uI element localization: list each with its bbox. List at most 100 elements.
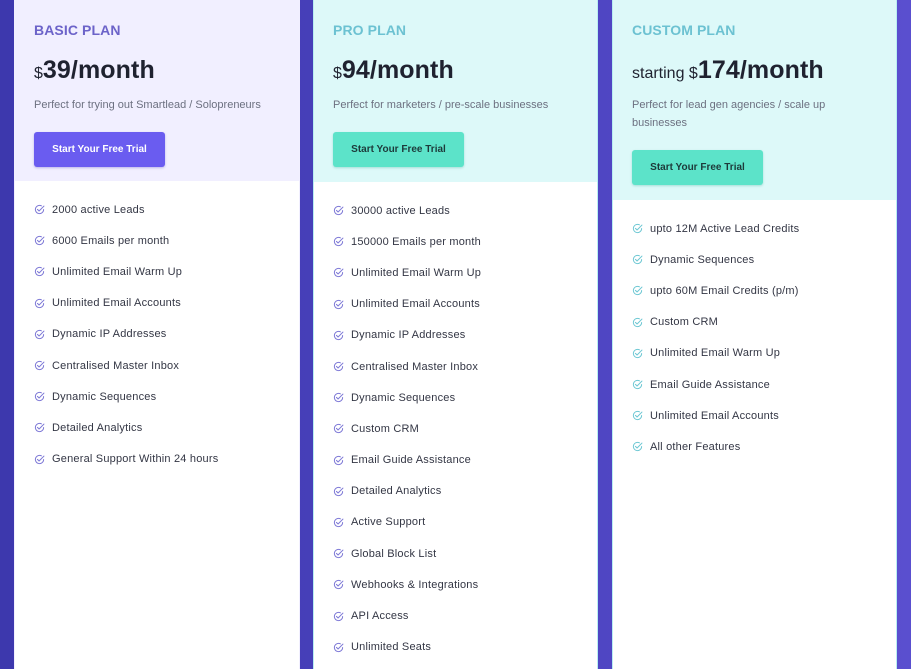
- feature-item: Detailed Analytics: [34, 412, 280, 443]
- check-circle-icon: [333, 205, 344, 216]
- feature-item: Detailed Analytics: [333, 476, 578, 507]
- feature-label: Centralised Master Inbox: [351, 360, 479, 373]
- check-circle-icon: [333, 330, 344, 341]
- price-amount: 39/month: [42, 56, 155, 84]
- feature-label: Dynamic IP Addresses: [351, 329, 466, 342]
- feature-list: upto 12M Active Lead Credits Dynamic Sequ…: [613, 200, 896, 463]
- feature-label: Detailed Analytics: [52, 421, 143, 434]
- check-circle-icon: [632, 285, 643, 296]
- feature-item: 30000 active Leads: [333, 195, 578, 226]
- check-circle-icon: [34, 235, 45, 246]
- feature-label: Custom CRM: [650, 316, 719, 329]
- feature-item: upto 60M Email Credits (p/m): [632, 275, 877, 306]
- feature-item: Unlimited Seats: [333, 632, 578, 663]
- feature-item: Email Guide Assistance: [333, 445, 578, 476]
- feature-label: API Access: [351, 610, 409, 623]
- check-circle-icon: [333, 299, 344, 310]
- check-circle-icon: [333, 579, 344, 590]
- feature-label: Global Block List: [351, 547, 437, 560]
- card-header: CUSTOM PLAN starting $174/month Perfect …: [613, 0, 896, 200]
- feature-label: Unlimited Email Warm Up: [52, 265, 183, 278]
- card-header: BASIC PLAN $39/month Perfect for trying …: [15, 0, 299, 181]
- check-circle-icon: [632, 223, 643, 234]
- feature-item: Unlimited Email Accounts: [333, 289, 578, 320]
- feature-item: Dynamic Sequences: [632, 244, 877, 275]
- check-circle-icon: [34, 266, 45, 277]
- price-amount: 94/month: [341, 56, 454, 84]
- plan-description: Perfect for trying out Smartlead / Solop…: [34, 99, 261, 111]
- feature-label: Unlimited Email Warm Up: [351, 266, 482, 279]
- check-circle-icon: [632, 441, 643, 452]
- plan-price: $39/month: [34, 53, 280, 87]
- feature-label: Dynamic Sequences: [351, 391, 456, 404]
- feature-item: Custom CRM: [632, 307, 877, 338]
- pricing-card-custom: CUSTOM PLAN starting $174/month Perfect …: [612, 0, 897, 669]
- feature-item: Unlimited Email Warm Up: [34, 256, 280, 287]
- feature-item: Unlimited Email Warm Up: [632, 338, 877, 369]
- feature-item: General Support Within 24 hours: [34, 444, 280, 475]
- feature-label: 2000 active Leads: [52, 203, 145, 216]
- check-circle-icon: [333, 392, 344, 403]
- start-free-trial-button[interactable]: Start Your Free Trial: [333, 132, 464, 167]
- feature-label: 6000 Emails per month: [52, 234, 170, 247]
- feature-label: upto 12M Active Lead Credits: [650, 222, 800, 235]
- feature-label: Dynamic IP Addresses: [52, 328, 167, 341]
- feature-label: Detailed Analytics: [351, 485, 442, 498]
- feature-label: upto 60M Email Credits (p/m): [650, 284, 799, 297]
- feature-label: Centralised Master Inbox: [52, 359, 180, 372]
- feature-label: Unlimited Email Accounts: [52, 297, 181, 310]
- check-circle-icon: [333, 642, 344, 653]
- feature-item: Unlimited Email Accounts: [34, 288, 280, 319]
- feature-item: Unlimited Email Warm Up: [333, 257, 578, 288]
- feature-item: Unlimited Email Accounts: [632, 400, 877, 431]
- plan-price: $94/month: [333, 53, 578, 87]
- price-prefix: starting $: [632, 65, 698, 82]
- check-circle-icon: [632, 348, 643, 359]
- check-circle-icon: [34, 360, 45, 371]
- feature-item: 150000 Emails per month: [333, 226, 578, 257]
- feature-item: Dynamic Sequences: [34, 381, 280, 412]
- feature-item: 2000 active Leads: [34, 194, 280, 225]
- feature-label: Unlimited Seats: [351, 641, 432, 654]
- check-circle-icon: [34, 329, 45, 340]
- feature-label: Webhooks & Integrations: [351, 578, 479, 591]
- feature-label: All other Features: [650, 440, 741, 453]
- feature-item: Centralised Master Inbox: [333, 351, 578, 382]
- feature-item: Dynamic IP Addresses: [34, 319, 280, 350]
- feature-item: Dynamic IP Addresses: [333, 320, 578, 351]
- feature-item: Webhooks & Integrations: [333, 569, 578, 600]
- check-circle-icon: [34, 454, 45, 465]
- check-circle-icon: [632, 379, 643, 390]
- feature-label: 30000 active Leads: [351, 204, 451, 217]
- check-circle-icon: [333, 423, 344, 434]
- plan-description: Perfect for lead gen agencies / scale up…: [632, 99, 826, 129]
- plan-name: PRO PLAN: [333, 22, 407, 38]
- check-circle-icon: [632, 254, 643, 265]
- start-free-trial-button[interactable]: Start Your Free Trial: [34, 132, 165, 167]
- card-header: PRO PLAN $94/month Perfect for marketers…: [314, 0, 597, 182]
- feature-item: 6000 Emails per month: [34, 225, 280, 256]
- feature-label: Email Guide Assistance: [650, 378, 770, 391]
- feature-label: General Support Within 24 hours: [52, 453, 219, 466]
- check-circle-icon: [34, 422, 45, 433]
- check-circle-icon: [333, 236, 344, 247]
- start-free-trial-button[interactable]: Start Your Free Trial: [632, 150, 763, 185]
- check-circle-icon: [34, 391, 45, 402]
- check-circle-icon: [333, 361, 344, 372]
- plan-name: CUSTOM PLAN: [632, 22, 736, 38]
- plan-price: starting $174/month: [632, 53, 877, 87]
- pricing-card-basic: BASIC PLAN $39/month Perfect for trying …: [14, 0, 300, 669]
- feature-label: Dynamic Sequences: [52, 390, 157, 403]
- feature-label: 150000 Emails per month: [351, 235, 481, 248]
- feature-list: 2000 active Leads 6000 Emails per month Un…: [15, 181, 299, 475]
- price-prefix: $: [34, 65, 43, 82]
- feature-item: upto 12M Active Lead Credits: [632, 213, 877, 244]
- feature-label: Unlimited Email Accounts: [351, 298, 480, 311]
- feature-label: Dynamic Sequences: [650, 253, 755, 266]
- feature-list: 30000 active Leads 150000 Emails per mont…: [314, 182, 597, 663]
- feature-item: API Access: [333, 600, 578, 631]
- feature-item: Active Support: [333, 507, 578, 538]
- check-circle-icon: [333, 517, 344, 528]
- check-circle-icon: [333, 267, 344, 278]
- check-circle-icon: [333, 611, 344, 622]
